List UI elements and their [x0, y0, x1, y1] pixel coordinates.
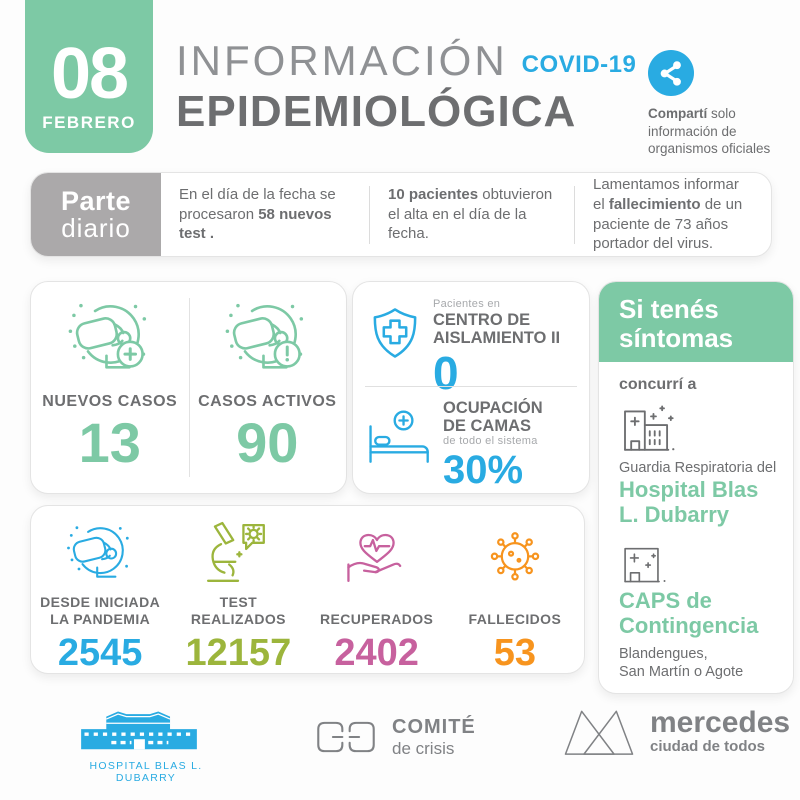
place2-name: CAPS de Contingencia [619, 588, 759, 638]
pandemic-total-label: DESDE INICIADA LA PANDEMIA [40, 594, 161, 628]
mask-person-plus-icon [62, 296, 158, 384]
cumulative-stats-card: DESDE INICIADA LA PANDEMIA 2545 TEST REA… [30, 505, 585, 674]
mask-person-icon [65, 520, 135, 590]
share-icon [648, 50, 694, 96]
mercedes-tagline: ciudad de todos [650, 738, 766, 756]
divider [365, 386, 577, 387]
bed-occupancy-block: OCUPACIÓN DE CAMAS de todo el sistema 30… [367, 398, 579, 490]
recovered-block: RECUPERADOS 2402 [308, 506, 446, 673]
active-cases-label: CASOS ACTIVOS [198, 393, 337, 410]
report-item-death: Lamentamos informar el fallecimiento de … [574, 176, 771, 252]
daily-report-label: Parte diario [31, 173, 161, 256]
date-box: 08 FEBRERO [25, 0, 153, 153]
new-cases-label: NUEVOS CASOS [42, 393, 178, 410]
caps-building-icon [619, 541, 675, 587]
tests-value: 12157 [185, 632, 292, 674]
crisis-committee-logo-block: COMITÉ de crisis [312, 716, 476, 758]
microscope-icon [200, 521, 276, 589]
active-cases-value: 90 [236, 411, 299, 474]
isolation-title: CENTRO DE AISLAMIENTO II [433, 311, 561, 348]
tests-label: TEST REALIZADOS [190, 594, 286, 628]
date-day: 08 [50, 34, 129, 114]
hospital-logo-caption: HOSPITAL BLAS L. DUBARRY [89, 760, 203, 784]
mercedes-logo-block: mercedes ciudad de todos [562, 700, 790, 762]
report-item-tests: En el día de la fecha se procesaron 58 n… [179, 185, 336, 243]
hospital-logo [81, 711, 197, 750]
place1-name: Hospital Blas L. Dubarry [619, 477, 759, 527]
pandemic-total-value: 2545 [57, 632, 143, 674]
title-line1: INFORMACIÓN [176, 37, 508, 84]
mercedes-logo [564, 710, 634, 755]
deceased-block: FALLECIDOS 53 [446, 506, 584, 673]
beds-small-label: de todo el sistema [443, 435, 538, 448]
comite-subtitle: de crisis [392, 738, 455, 758]
active-cases-block: CASOS ACTIVOS 90 [189, 282, 347, 493]
hospital-logo-block: HOSPITAL BLAS L. DUBARRY [64, 704, 228, 784]
deceased-label: FALLECIDOS [468, 611, 562, 628]
divider [188, 298, 190, 477]
share-text: Compartí solo información de organismos … [648, 106, 771, 157]
bed-plus-icon [367, 408, 433, 466]
date-month: FEBRERO [42, 113, 136, 132]
deceased-value: 53 [493, 632, 537, 674]
place2-detail: Blandengues, San Martín o Agote [619, 645, 744, 680]
isolation-center-block: Pacientes en CENTRO DE AISLAMIENTO II 0 [367, 298, 579, 396]
new-cases-block: NUEVOS CASOS 13 [31, 282, 189, 493]
symptoms-intro: concurrí a [619, 376, 697, 393]
symptoms-header: Si tenés síntomas [599, 282, 793, 362]
title-line2: EPIDEMIOLÓGICA [176, 87, 577, 136]
beds-value: 30% [443, 448, 524, 493]
new-cases-value: 13 [78, 411, 141, 474]
hospital-building-icon [619, 404, 683, 456]
place1-pre: Guardia Respiratoria del [619, 460, 777, 476]
comite-name: COMITÉ [392, 715, 476, 738]
share-note: Compartí solo información de organismos … [648, 50, 790, 158]
tests-block: TEST REALIZADOS 12157 [169, 506, 307, 673]
shield-cross-icon [367, 302, 423, 364]
recovered-value: 2402 [334, 632, 419, 674]
report-item-discharged: 10 pacientes obtuvieron el alta en el dí… [369, 185, 574, 244]
heart-hand-icon [341, 521, 413, 589]
isolation-small-label: Pacientes en [433, 298, 501, 310]
mask-person-alert-icon [219, 296, 315, 384]
pandemic-total-block: DESDE INICIADA LA PANDEMIA 2545 [31, 506, 169, 673]
virus-icon [482, 522, 548, 588]
symptoms-sidebar: Si tenés síntomas concurrí a Guardia Res… [598, 281, 794, 694]
cases-card: NUEVOS CASOS 13 CASOS ACTIVOS 90 [30, 281, 347, 494]
covid-tag: COVID-19 [521, 51, 637, 78]
isolation-value: 0 [433, 347, 459, 400]
beds-title: OCUPACIÓN DE CAMAS [443, 399, 543, 436]
page-title: INFORMACIÓN COVID-19 EPIDEMIOLÓGICA [176, 40, 636, 134]
system-status-card: Pacientes en CENTRO DE AISLAMIENTO II 0 … [352, 281, 590, 494]
comite-logo [317, 721, 375, 753]
daily-report-bar: Parte diario En el día de la fecha se pr… [30, 172, 772, 257]
recovered-label: RECUPERADOS [319, 611, 434, 628]
mercedes-name: mercedes [650, 705, 791, 739]
